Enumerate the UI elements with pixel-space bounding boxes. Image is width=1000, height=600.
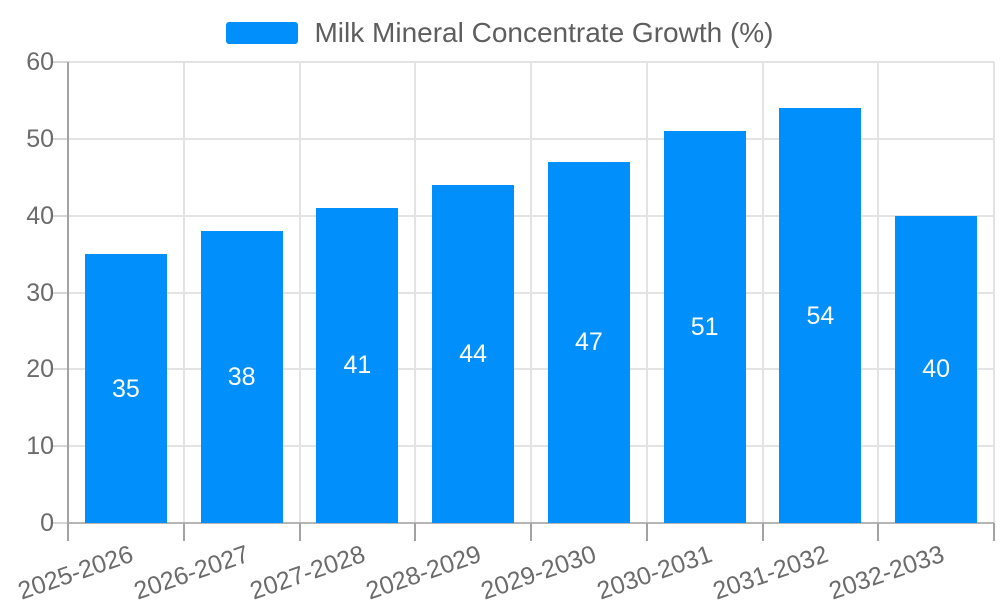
bar-value-label: 41 — [343, 351, 372, 380]
y-tick-label: 20 — [26, 355, 54, 384]
x-tick — [761, 523, 764, 541]
y-tick — [52, 61, 68, 63]
v-gridline — [182, 62, 185, 523]
x-tick — [67, 523, 69, 541]
bar[interactable] — [316, 207, 399, 523]
x-tick — [530, 523, 532, 541]
bar-value-label: 47 — [574, 328, 603, 357]
legend-label: Milk Mineral Concentrate Growth (%) — [314, 17, 774, 48]
y-axis-line — [67, 62, 69, 523]
y-tick-label: 30 — [26, 278, 54, 307]
v-gridline — [877, 62, 880, 523]
x-tick-label: 2025-2026 — [14, 540, 137, 600]
bar-value-label: 54 — [806, 301, 835, 330]
bar[interactable] — [779, 108, 862, 523]
x-tick — [645, 523, 648, 541]
bar-value-label: 35 — [111, 374, 140, 403]
y-tick — [52, 445, 68, 448]
x-tick-label: 2032-2033 — [825, 540, 948, 600]
plot-right-border — [993, 62, 995, 523]
bar-value-label: 38 — [227, 363, 256, 392]
bar-value-label: 51 — [690, 313, 719, 342]
x-tick-label: 2028-2029 — [362, 540, 485, 600]
x-tick-label: 2026-2027 — [130, 540, 253, 600]
bar-value-label: 44 — [459, 339, 488, 368]
bar[interactable] — [84, 254, 167, 523]
x-tick-label: 2029-2030 — [477, 540, 600, 600]
legend-swatch — [226, 22, 299, 44]
y-tick-label: 10 — [26, 432, 54, 461]
x-tick — [414, 523, 417, 541]
x-tick — [993, 523, 995, 541]
y-tick — [52, 522, 68, 524]
bar[interactable] — [663, 131, 746, 523]
x-tick-label: 2030-2031 — [593, 540, 716, 600]
v-gridline — [298, 62, 301, 523]
y-tick-label: 50 — [26, 124, 54, 153]
y-tick — [52, 368, 68, 371]
x-tick — [182, 523, 185, 541]
x-tick — [298, 523, 301, 541]
bar[interactable] — [200, 231, 283, 523]
y-tick-label: 0 — [40, 509, 54, 537]
x-tick — [877, 523, 880, 541]
v-gridline — [645, 62, 648, 523]
bar[interactable] — [432, 184, 515, 523]
bar-value-label: 40 — [922, 355, 951, 384]
bar[interactable] — [895, 215, 978, 523]
y-tick — [52, 137, 68, 140]
v-gridline — [530, 62, 532, 523]
y-tick — [52, 214, 68, 217]
y-tick — [52, 291, 68, 294]
x-tick-label: 2027-2028 — [246, 540, 369, 600]
y-tick-label: 60 — [26, 48, 54, 76]
y-tick-label: 40 — [26, 201, 54, 230]
x-tick-label: 2031-2032 — [709, 540, 832, 600]
v-gridline — [761, 62, 764, 523]
bar[interactable] — [547, 161, 630, 523]
v-gridline — [414, 62, 417, 523]
legend[interactable]: Milk Mineral Concentrate Growth (%) — [0, 16, 1000, 50]
